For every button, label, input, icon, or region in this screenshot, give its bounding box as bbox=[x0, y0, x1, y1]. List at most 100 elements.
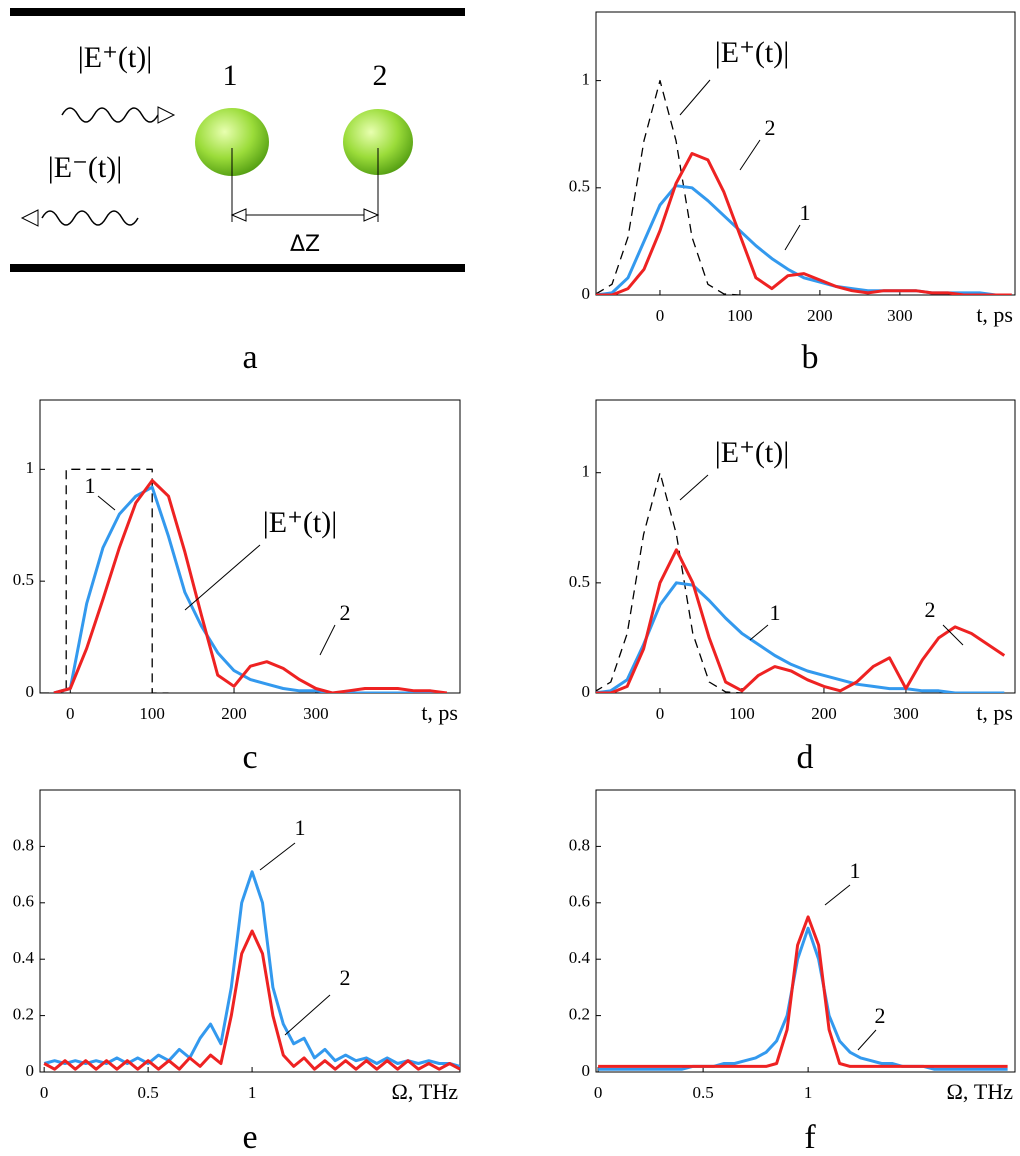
plot-area bbox=[596, 472, 1006, 693]
arrowhead bbox=[363, 208, 380, 222]
plot-frame bbox=[595, 399, 1016, 694]
series-label: |E⁺(t)| bbox=[715, 436, 790, 469]
y-tick-label: 0.4 bbox=[569, 948, 591, 967]
particle-label: 1 bbox=[223, 59, 238, 92]
plot-area bbox=[596, 79, 1012, 295]
y-tick-label: 0.2 bbox=[569, 1005, 590, 1024]
x-tick-label: 1 bbox=[804, 1083, 813, 1102]
series-line bbox=[598, 915, 1008, 1068]
y-tick-label: 1 bbox=[582, 462, 591, 481]
series-label: 2 bbox=[765, 115, 776, 140]
label-leader bbox=[284, 994, 331, 1036]
particle bbox=[195, 108, 269, 176]
label-leader bbox=[259, 842, 296, 871]
y-tick-label: 0 bbox=[26, 1061, 35, 1080]
y-tick-label: 0 bbox=[582, 284, 591, 303]
x-tick-label: 300 bbox=[893, 704, 919, 723]
distance-label: ΔZ bbox=[290, 232, 320, 257]
plot-frame bbox=[595, 11, 1016, 296]
label-leader bbox=[784, 224, 801, 251]
y-tick-label: 0.5 bbox=[13, 570, 34, 589]
label-leader bbox=[857, 1029, 877, 1051]
panel-label: a bbox=[242, 339, 257, 376]
series-label: 1 bbox=[770, 600, 781, 625]
panel-label: f bbox=[804, 1119, 816, 1156]
x-tick-label: 200 bbox=[811, 704, 837, 723]
panel-label: b bbox=[802, 339, 819, 376]
x-tick-label: 200 bbox=[221, 704, 247, 723]
x-tick-label: 0.5 bbox=[692, 1083, 713, 1102]
series-label: 1 bbox=[850, 858, 861, 883]
series-line bbox=[596, 548, 1006, 693]
x-axis-label: Ω, THz bbox=[392, 1079, 459, 1104]
y-tick-label: 0 bbox=[582, 1061, 591, 1080]
y-tick-label: 0.6 bbox=[13, 892, 34, 911]
series-label: 2 bbox=[925, 597, 936, 622]
arrowhead bbox=[20, 209, 39, 227]
wave-label: |E⁻(t)| bbox=[48, 151, 123, 184]
series-line bbox=[596, 472, 743, 693]
wave-forward bbox=[61, 107, 159, 123]
x-axis-label: t, ps bbox=[976, 700, 1013, 725]
y-tick-label: 0.5 bbox=[569, 177, 590, 196]
series-line bbox=[43, 929, 460, 1071]
series-label: 2 bbox=[340, 965, 351, 990]
y-tick-label: 1 bbox=[582, 70, 591, 89]
label-leader bbox=[824, 884, 851, 906]
label-leader bbox=[749, 624, 769, 641]
panel-label: c bbox=[242, 739, 257, 776]
y-tick-label: 0.8 bbox=[13, 835, 34, 854]
x-tick-label: 1 bbox=[248, 1083, 257, 1102]
series-label: |E⁺(t)| bbox=[715, 36, 790, 69]
x-tick-label: 0 bbox=[656, 704, 665, 723]
series-line bbox=[53, 485, 447, 693]
plot-frame bbox=[39, 789, 461, 1073]
series-label: 1 bbox=[295, 815, 306, 840]
y-tick-label: 0 bbox=[26, 682, 35, 701]
y-tick-label: 0.6 bbox=[569, 892, 590, 911]
series-label: 1 bbox=[85, 473, 96, 498]
x-tick-label: 0 bbox=[656, 306, 665, 325]
x-tick-label: 100 bbox=[139, 704, 165, 723]
particle-label: 2 bbox=[373, 59, 388, 92]
x-tick-label: 100 bbox=[729, 704, 755, 723]
y-tick-label: 0.8 bbox=[569, 835, 590, 854]
plot-frame bbox=[39, 399, 461, 694]
series-label: 2 bbox=[875, 1003, 886, 1028]
y-tick-label: 0.2 bbox=[13, 1005, 34, 1024]
series-label: 1 bbox=[800, 200, 811, 225]
label-leader bbox=[942, 624, 964, 646]
x-tick-label: 100 bbox=[727, 306, 753, 325]
label-leader bbox=[679, 474, 709, 501]
diagram-panel: |E⁺(t)| |E⁻(t)| 1 2 ΔZ a bbox=[10, 8, 465, 376]
series-label: 2 bbox=[340, 600, 351, 625]
x-tick-label: 300 bbox=[303, 704, 329, 723]
wave-backward bbox=[41, 210, 139, 226]
label-leader bbox=[184, 544, 261, 611]
series-line bbox=[40, 468, 169, 693]
plot-area bbox=[43, 870, 460, 1071]
arrowhead bbox=[230, 208, 247, 222]
series-label: |E⁺(t)| bbox=[263, 506, 338, 539]
plot-area bbox=[598, 915, 1008, 1071]
label-leader bbox=[97, 495, 116, 511]
panel-label: e bbox=[242, 1119, 257, 1156]
label-leader bbox=[739, 139, 761, 171]
plot-area bbox=[40, 468, 448, 693]
series-line bbox=[596, 581, 1005, 693]
label-leader bbox=[679, 79, 711, 116]
y-tick-label: 0.4 bbox=[13, 948, 35, 967]
plot-frame bbox=[595, 789, 1016, 1073]
y-tick-label: 1 bbox=[26, 458, 35, 477]
x-tick-label: 0 bbox=[594, 1083, 603, 1102]
x-axis-label: t, ps bbox=[421, 700, 458, 725]
x-axis-label: Ω, THz bbox=[947, 1079, 1014, 1104]
series-line bbox=[596, 152, 1012, 295]
x-tick-label: 0 bbox=[40, 1083, 49, 1102]
x-tick-label: 300 bbox=[887, 306, 913, 325]
wave-label: |E⁺(t)| bbox=[78, 41, 153, 74]
label-leader bbox=[319, 624, 336, 656]
arrowhead bbox=[157, 106, 176, 124]
